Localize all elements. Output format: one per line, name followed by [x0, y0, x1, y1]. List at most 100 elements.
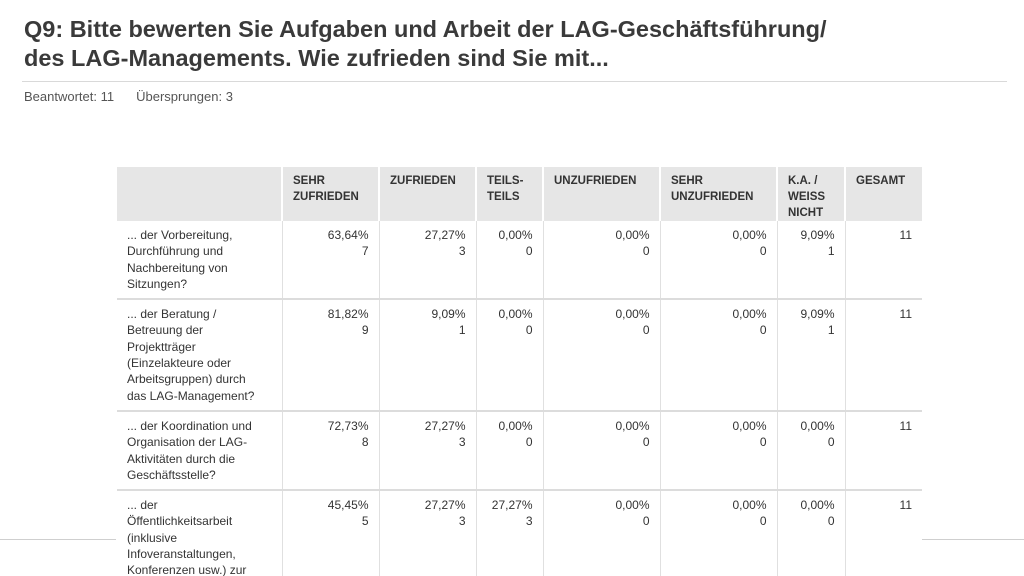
value-cell: 27,27% 3 [379, 410, 477, 492]
question-text-line: Arbeitsgruppen) durch [127, 372, 246, 387]
count-value: 0 [759, 244, 767, 259]
value-cell: 9,09% 1 [777, 221, 846, 301]
value-cell: 0,00% 0 [543, 410, 661, 492]
percentage-value: 27,27% [424, 498, 466, 513]
header-gesamt: GESAMT [845, 167, 922, 221]
value-cell: 0,00% 0 [476, 221, 544, 301]
question-text-line: Sitzungen? [127, 276, 188, 291]
value-cell: 0,00% 0 [476, 410, 544, 492]
title-line-2: des LAG-Managements. Wie zufrieden sind … [24, 45, 609, 71]
question-text-line: Betreuung der [127, 323, 204, 338]
value-cell: 0,00% 0 [543, 490, 661, 576]
value-cell: 0,00% 0 [777, 490, 846, 576]
count-value: 0 [827, 514, 835, 529]
question-text-line: Aktivitäten durch die [127, 451, 236, 466]
header-label-line: ZUFRIEDEN [293, 191, 359, 203]
header-label-line: TEILS [487, 191, 520, 203]
percentage-value: 9,09% [800, 307, 835, 322]
value-cell: 63,64% 7 [282, 221, 380, 301]
question-text-line: Nachbereitung von [127, 260, 228, 275]
question-text-line: Geschäftsstelle? [127, 467, 216, 482]
question-text-line: ... der Beratung / [127, 307, 217, 322]
count-value: 0 [759, 435, 767, 450]
response-summary: Beantwortet: 11 Übersprungen: 3 [24, 89, 233, 104]
question-text-line: (inklusive [127, 530, 178, 545]
value-cell: 0,00% 0 [476, 299, 544, 412]
header-sehr-zufrieden: SEHR ZUFRIEDEN [282, 167, 380, 221]
question-cell: ... der Koordination und Organisation der… [117, 410, 283, 492]
header-label-line: UNZUFRIEDEN [554, 175, 637, 187]
count-value: 1 [458, 323, 466, 338]
count-value: 3 [525, 514, 533, 529]
header-ka-weiss-nicht: K.A. / WEISS NICHT [777, 167, 846, 221]
count-value: 0 [759, 323, 767, 338]
count-value: 0 [525, 435, 533, 450]
table-body: ... der Vorbereitung, Durchführung und Nac… [117, 221, 922, 576]
percentage-value: 0,00% [615, 307, 650, 322]
question-text-line: Konferenzen usw.) zur [127, 563, 247, 576]
count-value: 9 [361, 323, 369, 338]
table-header-row: SEHR ZUFRIEDEN ZUFRIEDEN TEILS- TEILS UNZUFRI… [117, 167, 922, 221]
question-text-line: ... der [127, 498, 158, 513]
value-cell: 9,09% 1 [379, 299, 477, 412]
value-cell: 27,27% 3 [476, 490, 544, 576]
count-value: 3 [458, 514, 466, 529]
header-zufrieden: ZUFRIEDEN [379, 167, 477, 221]
count-value: 3 [458, 435, 466, 450]
title-divider [22, 81, 1007, 82]
header-label-line: WEISS [788, 191, 826, 203]
table-row: ... der Beratung / Betreuung der Projekttr… [117, 299, 922, 412]
percentage-value: 0,00% [800, 498, 835, 513]
percentage-value: 27,27% [424, 228, 466, 242]
value-cell: 0,00% 0 [543, 221, 661, 301]
percentage-value: 45,45% [327, 498, 369, 513]
value-cell: 27,27% 3 [379, 490, 477, 576]
total-cell: 11 [845, 221, 922, 301]
count-value: 0 [827, 435, 835, 450]
header-label-line: SEHR [293, 175, 325, 187]
count-value: 1 [827, 244, 835, 259]
value-cell: 0,00% 0 [777, 410, 846, 492]
page-title: Q9: Bitte bewerten Sie Aufgaben und Arbe… [24, 15, 1014, 73]
table-row: ... der Öffentlichkeitsarbeit (inklusive In… [117, 490, 922, 576]
percentage-value: 27,27% [424, 418, 466, 433]
count-value: 8 [361, 435, 369, 450]
value-cell: 0,00% 0 [543, 299, 661, 412]
percentage-value: 0,00% [615, 228, 650, 242]
total-cell: 11 [845, 490, 922, 576]
count-value: 1 [827, 323, 835, 338]
total-cell: 11 [845, 299, 922, 412]
footer-divider-right [922, 539, 1024, 540]
count-value: 0 [759, 514, 767, 529]
question-text-line: Öffentlichkeitsarbeit [127, 514, 233, 529]
question-text-line: Projektträger [127, 339, 196, 354]
percentage-value: 0,00% [800, 418, 835, 433]
count-value: 7 [361, 244, 369, 259]
header-label-line: NICHT [788, 207, 824, 219]
count-value: 0 [642, 244, 650, 259]
header-unzufrieden: UNZUFRIEDEN [543, 167, 661, 221]
header-sehr-unzufrieden: SEHR UNZUFRIEDEN [660, 167, 778, 221]
percentage-value: 0,00% [615, 498, 650, 513]
value-cell: 9,09% 1 [777, 299, 846, 412]
title-line-1: Q9: Bitte bewerten Sie Aufgaben und Arbe… [24, 16, 827, 42]
results-table: SEHR ZUFRIEDEN ZUFRIEDEN TEILS- TEILS UNZUFRI… [117, 167, 922, 576]
percentage-value: 72,73% [327, 418, 369, 433]
table-row: ... der Vorbereitung, Durchführung und Nac… [117, 221, 922, 301]
value-cell: 27,27% 3 [379, 221, 477, 301]
percentage-value: 27,27% [491, 498, 533, 513]
skipped-count: Übersprungen: 3 [136, 89, 233, 104]
percentage-value: 63,64% [327, 228, 369, 242]
value-cell: 72,73% 8 [282, 410, 380, 492]
count-value: 0 [525, 244, 533, 259]
value-cell: 0,00% 0 [660, 299, 778, 412]
count-value: 0 [525, 323, 533, 338]
percentage-value: 9,09% [800, 228, 835, 242]
count-value: 3 [458, 244, 466, 259]
percentage-value: 81,82% [327, 307, 369, 322]
percentage-value: 0,00% [732, 418, 767, 433]
count-value: 0 [642, 435, 650, 450]
percentage-value: 0,00% [732, 498, 767, 513]
question-text-line: (Einzelakteure oder [127, 356, 232, 371]
